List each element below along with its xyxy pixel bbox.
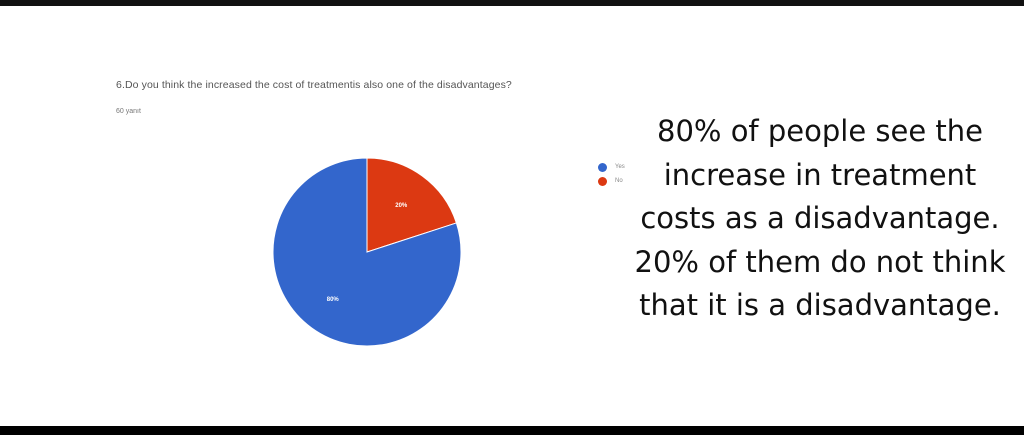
legend-item-yes: Yes <box>598 160 625 174</box>
pie-label-no: 20% <box>395 203 408 209</box>
top-border <box>0 0 1024 6</box>
bottom-border <box>0 426 1024 435</box>
legend: Yes No <box>598 160 625 188</box>
question-title: 6.Do you think the increased the cost of… <box>116 79 512 91</box>
legend-label-yes: Yes <box>615 164 625 170</box>
pie-slice-no <box>366 157 458 253</box>
annotation-text: 80% of people see the increase in treatm… <box>634 114 1006 322</box>
legend-label-no: No <box>615 178 623 184</box>
legend-swatch-no <box>598 176 607 186</box>
legend-swatch-yes <box>598 162 607 172</box>
pie-label-yes: 80% <box>327 297 340 303</box>
pie-slice-yes <box>272 157 462 347</box>
response-count: 60 yanıt <box>116 108 141 115</box>
legend-item-no: No <box>598 174 625 188</box>
